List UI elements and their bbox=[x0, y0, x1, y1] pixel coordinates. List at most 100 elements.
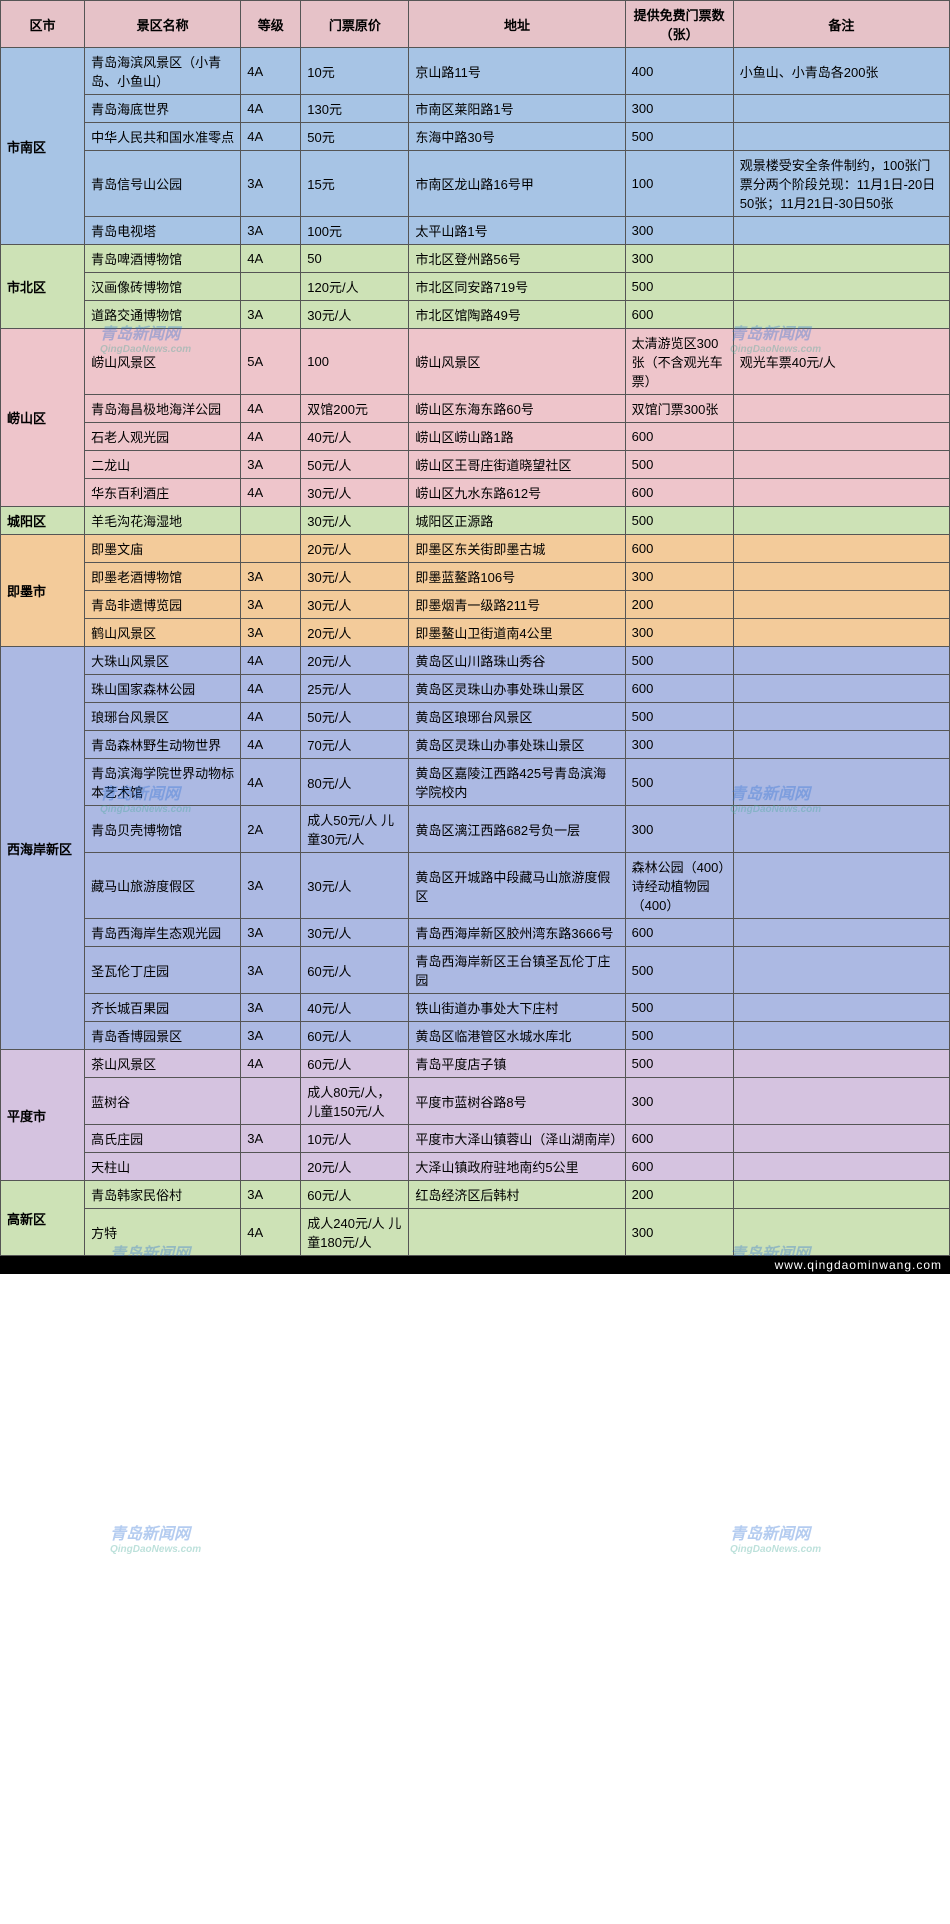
cell-name: 琅琊台风景区 bbox=[85, 703, 241, 731]
cell-name: 中华人民共和国水准零点 bbox=[85, 123, 241, 151]
cell-grade: 3A bbox=[241, 619, 301, 647]
cell-addr: 崂山区王哥庄街道晓望社区 bbox=[409, 451, 625, 479]
cell-free: 500 bbox=[625, 1022, 733, 1050]
district-cell: 即墨市 bbox=[1, 535, 85, 647]
cell-note bbox=[733, 395, 949, 423]
cell-name: 青岛海底世界 bbox=[85, 95, 241, 123]
cell-name: 青岛啤酒博物馆 bbox=[85, 245, 241, 273]
cell-price: 50元/人 bbox=[301, 703, 409, 731]
table-row: 城阳区羊毛沟花海湿地30元/人城阳区正源路500 bbox=[1, 507, 950, 535]
cell-price: 40元/人 bbox=[301, 994, 409, 1022]
cell-name: 圣瓦伦丁庄园 bbox=[85, 947, 241, 994]
cell-name: 蓝树谷 bbox=[85, 1078, 241, 1125]
cell-grade: 4A bbox=[241, 675, 301, 703]
cell-grade: 3A bbox=[241, 853, 301, 919]
cell-name: 天柱山 bbox=[85, 1153, 241, 1181]
cell-free: 100 bbox=[625, 151, 733, 217]
cell-price: 30元/人 bbox=[301, 853, 409, 919]
table-row: 珠山国家森林公园4A25元/人黄岛区灵珠山办事处珠山景区600 bbox=[1, 675, 950, 703]
col-header: 备注 bbox=[733, 1, 949, 48]
table-row: 天柱山20元/人大泽山镇政府驻地南约5公里600 bbox=[1, 1153, 950, 1181]
table-row: 汉画像砖博物馆120元/人市北区同安路719号500 bbox=[1, 273, 950, 301]
table-row: 崂山区崂山风景区5A100崂山风景区太清游览区300张（不含观光车票）观光车票4… bbox=[1, 329, 950, 395]
cell-free: 600 bbox=[625, 301, 733, 329]
cell-free: 500 bbox=[625, 273, 733, 301]
cell-addr: 市北区馆陶路49号 bbox=[409, 301, 625, 329]
cell-price: 60元/人 bbox=[301, 1050, 409, 1078]
table-row: 二龙山3A50元/人崂山区王哥庄街道晓望社区500 bbox=[1, 451, 950, 479]
cell-grade: 4A bbox=[241, 647, 301, 675]
cell-grade: 4A bbox=[241, 95, 301, 123]
cell-grade: 3A bbox=[241, 919, 301, 947]
cell-note: 观光车票40元/人 bbox=[733, 329, 949, 395]
cell-price: 双馆200元 bbox=[301, 395, 409, 423]
table-row: 青岛滨海学院世界动物标本艺术馆4A80元/人黄岛区嘉陵江西路425号青岛滨海学院… bbox=[1, 759, 950, 806]
table-row: 青岛信号山公园3A15元市南区龙山路16号甲100观景楼受安全条件制约，100张… bbox=[1, 151, 950, 217]
col-header: 等级 bbox=[241, 1, 301, 48]
cell-note bbox=[733, 1209, 949, 1256]
cell-addr: 市南区莱阳路1号 bbox=[409, 95, 625, 123]
cell-name: 汉画像砖博物馆 bbox=[85, 273, 241, 301]
cell-grade: 3A bbox=[241, 1181, 301, 1209]
cell-free: 300 bbox=[625, 217, 733, 245]
cell-free: 双馆门票300张 bbox=[625, 395, 733, 423]
footer-url: www.qingdaominwang.com bbox=[775, 1258, 942, 1272]
cell-addr: 青岛平度店子镇 bbox=[409, 1050, 625, 1078]
col-header: 门票原价 bbox=[301, 1, 409, 48]
cell-grade: 3A bbox=[241, 994, 301, 1022]
cell-grade: 3A bbox=[241, 301, 301, 329]
cell-grade: 3A bbox=[241, 563, 301, 591]
cell-addr: 太平山路1号 bbox=[409, 217, 625, 245]
cell-price: 70元/人 bbox=[301, 731, 409, 759]
cell-addr: 崂山区东海东路60号 bbox=[409, 395, 625, 423]
district-cell: 崂山区 bbox=[1, 329, 85, 507]
cell-name: 青岛信号山公园 bbox=[85, 151, 241, 217]
cell-free: 200 bbox=[625, 591, 733, 619]
cell-note: 观景楼受安全条件制约，100张门票分两个阶段兑现：11月1日-20日50张；11… bbox=[733, 151, 949, 217]
footer: www.qingdaominwang.com bbox=[0, 1256, 950, 1274]
cell-note bbox=[733, 731, 949, 759]
cell-name: 青岛海滨风景区（小青岛、小鱼山） bbox=[85, 48, 241, 95]
cell-free: 600 bbox=[625, 675, 733, 703]
cell-price: 60元/人 bbox=[301, 947, 409, 994]
cell-price: 50 bbox=[301, 245, 409, 273]
cell-addr: 大泽山镇政府驻地南约5公里 bbox=[409, 1153, 625, 1181]
cell-price: 30元/人 bbox=[301, 563, 409, 591]
cell-name: 青岛滨海学院世界动物标本艺术馆 bbox=[85, 759, 241, 806]
cell-price: 20元/人 bbox=[301, 535, 409, 563]
cell-free: 500 bbox=[625, 507, 733, 535]
cell-free: 200 bbox=[625, 1181, 733, 1209]
cell-grade: 4A bbox=[241, 423, 301, 451]
cell-name: 崂山风景区 bbox=[85, 329, 241, 395]
cell-note bbox=[733, 95, 949, 123]
cell-grade: 4A bbox=[241, 245, 301, 273]
cell-free: 500 bbox=[625, 451, 733, 479]
cell-grade: 4A bbox=[241, 123, 301, 151]
cell-name: 青岛电视塔 bbox=[85, 217, 241, 245]
table-row: 藏马山旅游度假区3A30元/人黄岛区开城路中段藏马山旅游度假区森林公园（400）… bbox=[1, 853, 950, 919]
district-cell: 市南区 bbox=[1, 48, 85, 245]
cell-grade: 3A bbox=[241, 947, 301, 994]
district-cell: 西海岸新区 bbox=[1, 647, 85, 1050]
cell-grade: 4A bbox=[241, 1050, 301, 1078]
cell-free: 600 bbox=[625, 479, 733, 507]
cell-grade bbox=[241, 535, 301, 563]
cell-note bbox=[733, 853, 949, 919]
cell-price: 10元 bbox=[301, 48, 409, 95]
cell-free: 500 bbox=[625, 123, 733, 151]
cell-grade: 3A bbox=[241, 151, 301, 217]
cell-addr: 即墨蓝鳌路106号 bbox=[409, 563, 625, 591]
cell-addr: 城阳区正源路 bbox=[409, 507, 625, 535]
cell-note bbox=[733, 703, 949, 731]
cell-note bbox=[733, 675, 949, 703]
cell-note: 小鱼山、小青岛各200张 bbox=[733, 48, 949, 95]
cell-price: 成人80元/人，儿童150元/人 bbox=[301, 1078, 409, 1125]
cell-price: 30元/人 bbox=[301, 591, 409, 619]
cell-free: 300 bbox=[625, 619, 733, 647]
cell-note bbox=[733, 647, 949, 675]
cell-free: 600 bbox=[625, 919, 733, 947]
cell-grade bbox=[241, 1153, 301, 1181]
table-row: 即墨老酒博物馆3A30元/人即墨蓝鳌路106号300 bbox=[1, 563, 950, 591]
cell-name: 道路交通博物馆 bbox=[85, 301, 241, 329]
cell-note bbox=[733, 759, 949, 806]
